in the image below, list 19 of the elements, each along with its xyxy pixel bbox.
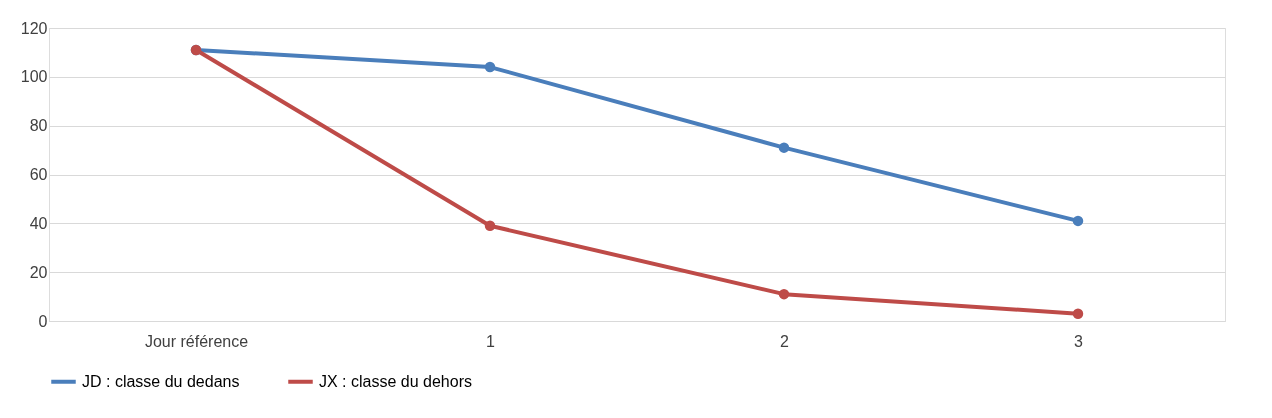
legend-label: JD : classe du dedans [82,372,240,390]
y-tick-label: 20 [29,263,48,281]
point [778,142,790,153]
y-tick-label: 120 [20,19,48,37]
point [778,288,790,300]
y-tick-label: 40 [29,214,48,232]
point [1072,215,1084,227]
y-tick-label: 0 [38,312,48,330]
legend-label: JX : classe du dehors [319,372,472,390]
y-tick-label: 100 [20,68,48,86]
x-tick-label: Jour référence [144,332,249,350]
x-tick-label: 2 [780,332,790,350]
x-tick-label: 1 [486,332,496,350]
y-tick-label: 80 [29,117,48,135]
point [484,220,496,232]
point [484,61,496,73]
point [1072,308,1084,319]
x-tick-label: 3 [1074,332,1084,350]
y-tick-label: 60 [29,166,48,183]
